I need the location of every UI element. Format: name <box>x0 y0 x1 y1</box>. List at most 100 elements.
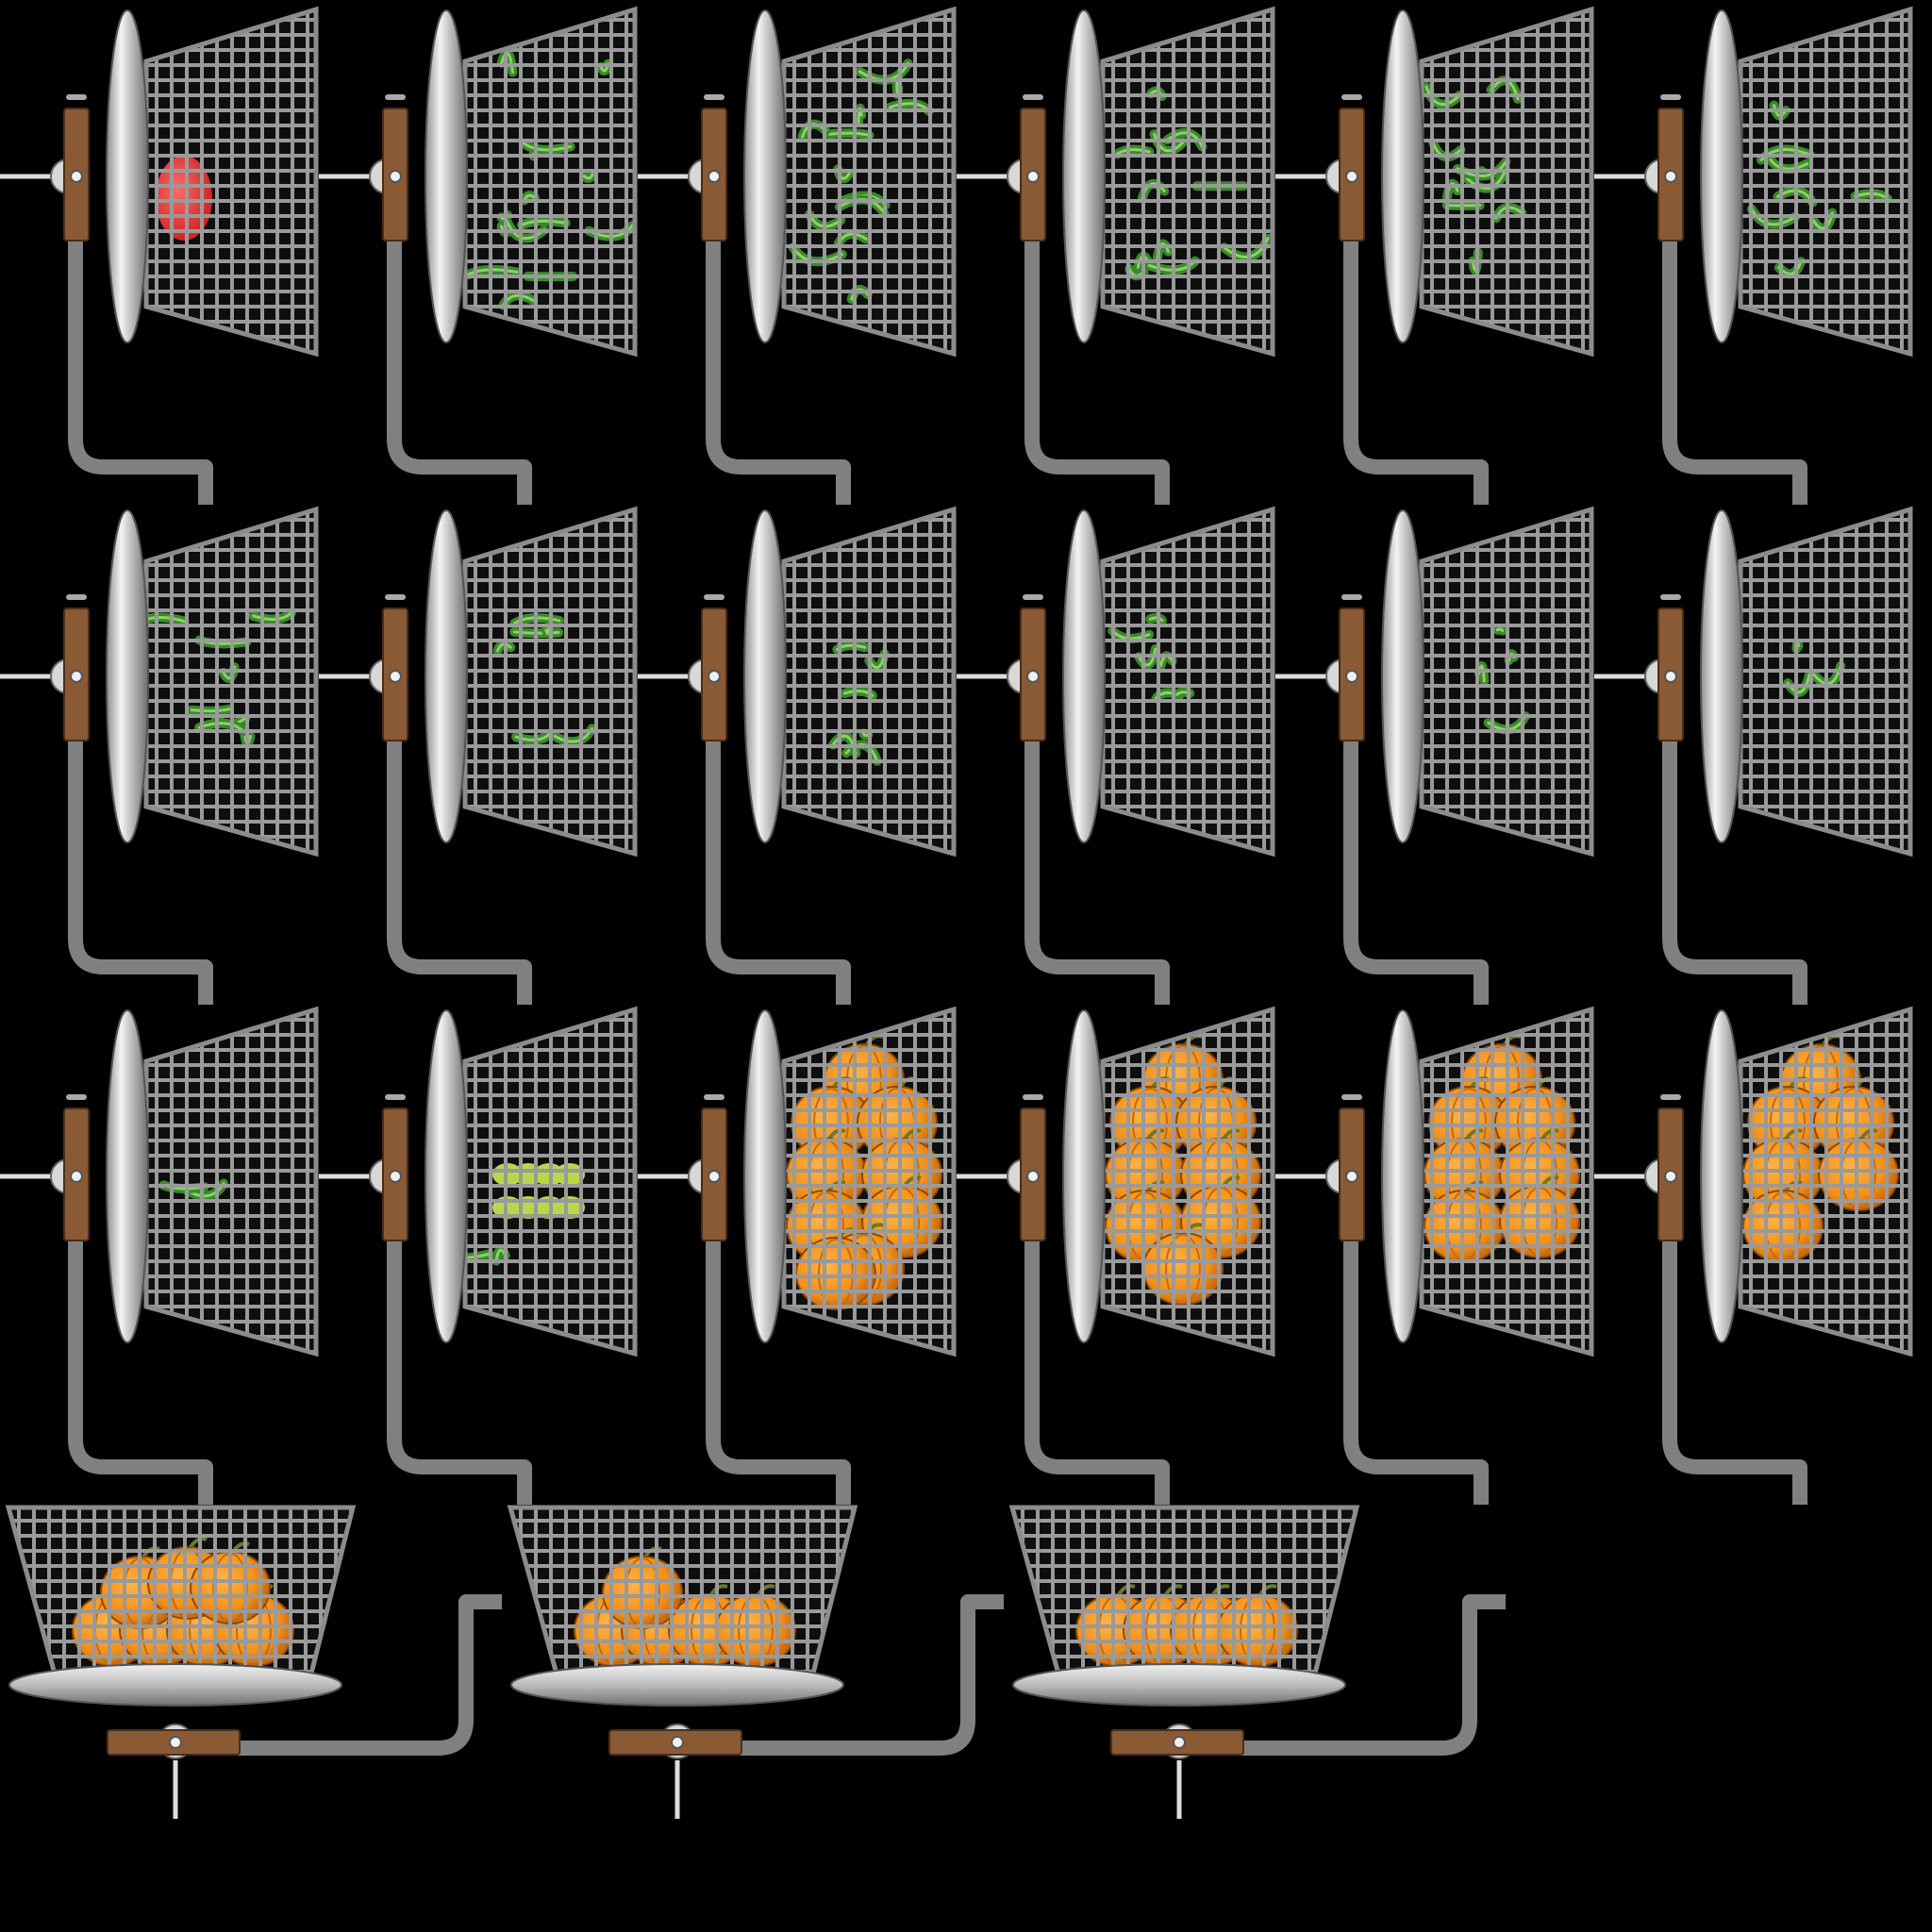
vine-highlight <box>1495 627 1505 633</box>
mesh-grid <box>146 9 316 354</box>
pivot-pin <box>389 170 402 183</box>
pivot-pin <box>1173 1736 1186 1749</box>
mesh-grid <box>1740 1009 1910 1354</box>
support-arm <box>706 165 851 505</box>
support-arm <box>387 165 532 505</box>
dish-plate <box>8 1663 342 1707</box>
basket-sprite <box>0 1006 319 1505</box>
dish-plate <box>425 9 468 343</box>
pumpkin-rib <box>1165 1234 1201 1304</box>
basket-sprite <box>957 6 1275 505</box>
basket-sprite <box>1008 1505 1506 1819</box>
support-arm <box>1343 665 1489 1005</box>
basket-sprite <box>1275 506 1594 1005</box>
dish-plate <box>743 9 787 343</box>
handle-cap <box>1341 1094 1362 1100</box>
basket-sprite <box>957 506 1275 1005</box>
basket-sprite <box>319 506 638 1005</box>
mesh-grid <box>1103 509 1273 854</box>
vine-highlight <box>512 616 561 625</box>
basket-sprite <box>319 6 638 505</box>
pivot-pin <box>389 670 402 683</box>
dish-plate <box>1012 1663 1346 1707</box>
pivot-pin <box>70 670 83 683</box>
dish-plate <box>425 509 468 843</box>
pivot-pin <box>389 1170 402 1183</box>
support-arm <box>1234 1594 1506 1756</box>
dish-plate <box>1700 509 1743 843</box>
vine-highlight <box>190 708 231 713</box>
mesh-grid <box>784 1009 954 1354</box>
basket-sprite <box>319 1006 638 1505</box>
basket-sprite <box>957 1006 1275 1505</box>
mesh-grid <box>1422 1009 1591 1354</box>
mesh-grid <box>8 1507 353 1677</box>
support-arm <box>387 665 532 1005</box>
vine-highlight <box>1424 85 1461 107</box>
handle-cap <box>385 94 406 100</box>
dish-plate <box>1381 9 1424 343</box>
mesh-grid <box>784 9 954 354</box>
dish-plate <box>743 509 787 843</box>
mesh-grid <box>1740 9 1910 354</box>
pivot-pin <box>1026 670 1040 683</box>
handle-cap <box>1023 1094 1043 1100</box>
dish-plate <box>1062 509 1106 843</box>
mesh-grid <box>1103 9 1273 354</box>
support-arm <box>1662 1165 1807 1505</box>
pivot-pin <box>70 170 83 183</box>
vine-highlight <box>1773 104 1788 118</box>
basket-sprite <box>1275 1006 1594 1505</box>
mesh-grid <box>465 9 635 354</box>
handle-cap <box>1341 594 1362 600</box>
support-arm <box>1024 665 1170 1005</box>
basket-sprite <box>638 506 957 1005</box>
dish-plate <box>1700 9 1743 343</box>
mesh-grid <box>510 1507 855 1677</box>
dish-plate <box>1381 1009 1424 1343</box>
basket-sprite <box>507 1505 1004 1819</box>
pivot-pin <box>70 1170 83 1183</box>
support-arm <box>1343 1165 1489 1505</box>
basket-sprite <box>0 506 319 1005</box>
pivot-pin <box>1664 670 1677 683</box>
pivot-pin <box>1345 670 1358 683</box>
mesh-grid <box>1422 509 1591 854</box>
handle-cap <box>704 594 724 600</box>
vine-highlight <box>1750 208 1797 226</box>
support-arm <box>706 665 851 1005</box>
handle-cap <box>1660 94 1681 100</box>
pivot-pin <box>1345 1170 1358 1183</box>
vine-highlight <box>512 630 560 635</box>
dish-plate <box>106 1009 149 1343</box>
dish-plate <box>1700 1009 1743 1343</box>
mesh-grid <box>784 509 954 854</box>
pivot-pin <box>1345 170 1358 183</box>
basket-sprite <box>638 6 957 505</box>
mesh-grid <box>1422 9 1591 354</box>
vine-highlight <box>466 268 519 276</box>
vine-highlight <box>465 1249 491 1259</box>
vine-highlight <box>1465 167 1507 191</box>
handle-cap <box>1023 594 1043 600</box>
vine-highlight <box>1137 647 1158 667</box>
pumpkin <box>1142 1232 1224 1306</box>
basket-sprite <box>1594 1006 1913 1505</box>
pivot-pin <box>708 670 721 683</box>
mesh-grid <box>1103 1009 1273 1354</box>
mesh-grid <box>1012 1507 1357 1677</box>
vine-highlight <box>582 173 594 180</box>
handle-cap <box>1341 94 1362 100</box>
pivot-pin <box>708 170 721 183</box>
handle-cap <box>66 1094 87 1100</box>
handle-cap <box>1660 1094 1681 1100</box>
pivot-pin <box>671 1736 684 1749</box>
support-arm <box>1024 1165 1170 1505</box>
vine-highlight <box>1147 259 1197 272</box>
handle-cap <box>66 94 87 100</box>
mesh-grid <box>465 509 635 854</box>
pivot-pin <box>708 1170 721 1183</box>
handle-cap <box>1660 594 1681 600</box>
support-arm <box>230 1594 502 1756</box>
